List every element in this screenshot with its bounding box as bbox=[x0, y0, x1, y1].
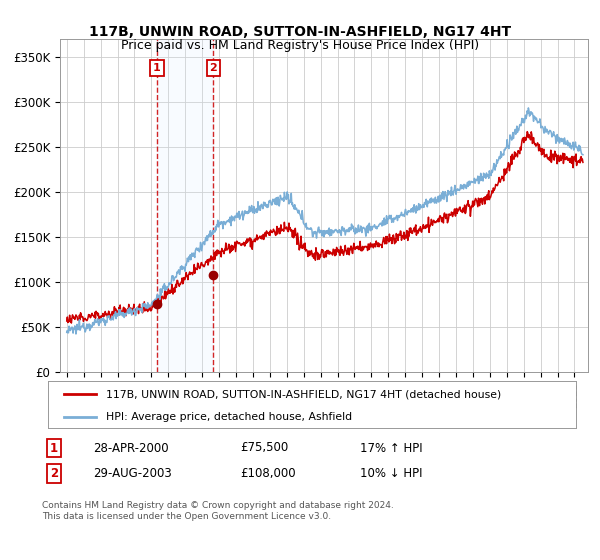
Text: 117B, UNWIN ROAD, SUTTON-IN-ASHFIELD, NG17 4HT: 117B, UNWIN ROAD, SUTTON-IN-ASHFIELD, NG… bbox=[89, 25, 511, 39]
Text: £75,500: £75,500 bbox=[240, 441, 288, 455]
Text: 29-AUG-2003: 29-AUG-2003 bbox=[93, 466, 172, 480]
Text: 2: 2 bbox=[50, 466, 58, 480]
Text: 28-APR-2000: 28-APR-2000 bbox=[93, 441, 169, 455]
Text: 17% ↑ HPI: 17% ↑ HPI bbox=[360, 441, 422, 455]
Text: Contains HM Land Registry data © Crown copyright and database right 2024.
This d: Contains HM Land Registry data © Crown c… bbox=[42, 501, 394, 521]
Text: £108,000: £108,000 bbox=[240, 466, 296, 480]
Text: 10% ↓ HPI: 10% ↓ HPI bbox=[360, 466, 422, 480]
Text: 2: 2 bbox=[209, 63, 217, 73]
Text: 117B, UNWIN ROAD, SUTTON-IN-ASHFIELD, NG17 4HT (detached house): 117B, UNWIN ROAD, SUTTON-IN-ASHFIELD, NG… bbox=[106, 389, 502, 399]
Text: Price paid vs. HM Land Registry's House Price Index (HPI): Price paid vs. HM Land Registry's House … bbox=[121, 39, 479, 52]
Text: 1: 1 bbox=[153, 63, 161, 73]
Bar bbox=[157, 39, 214, 372]
Text: 1: 1 bbox=[50, 441, 58, 455]
Text: HPI: Average price, detached house, Ashfield: HPI: Average price, detached house, Ashf… bbox=[106, 412, 352, 422]
